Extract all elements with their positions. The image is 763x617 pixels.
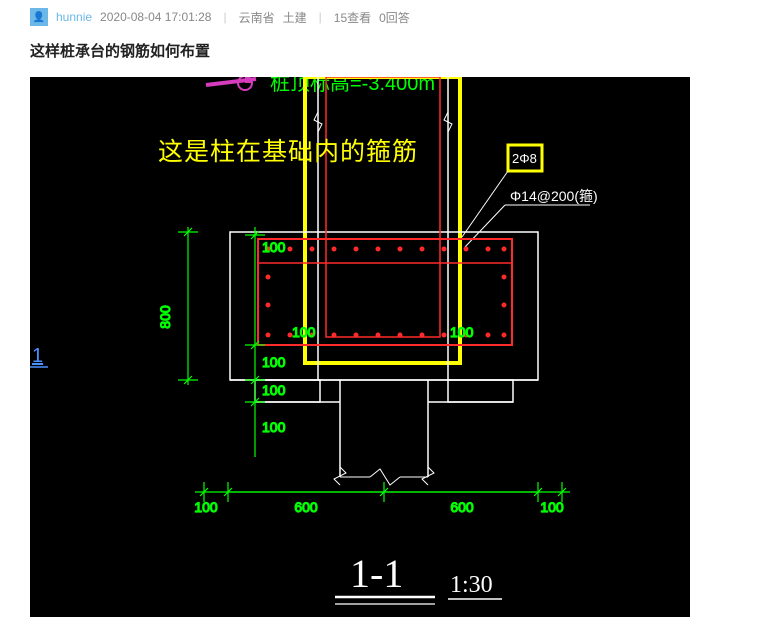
author-name[interactable]: hunnie: [56, 10, 92, 24]
svg-text:Φ14@200(箍): Φ14@200(箍): [510, 188, 598, 204]
post-time: 2020-08-04 17:01:28: [100, 10, 211, 24]
answers: 0回答: [379, 9, 410, 26]
svg-text:100: 100: [194, 499, 218, 515]
svg-text:600: 600: [450, 499, 474, 515]
post-title: 这样桩承台的钢筋如何布置: [30, 40, 763, 61]
svg-text:600: 600: [294, 499, 318, 515]
svg-text:800: 800: [157, 305, 173, 329]
svg-text:100: 100: [262, 382, 286, 398]
region: 云南省: [239, 9, 275, 26]
cad-drawing: 桩顶标高=-3.400m 2Φ8 Φ14@200(箍): [30, 77, 690, 617]
divider: |: [319, 10, 322, 24]
post-meta: 👤 hunnie 2020-08-04 17:01:28 | 云南省 土建 | …: [30, 8, 763, 26]
divider: |: [223, 10, 226, 24]
svg-text:100: 100: [262, 354, 286, 370]
svg-text:100: 100: [262, 419, 286, 435]
svg-text:1-1: 1-1: [350, 551, 403, 596]
annotation-text: 这是柱在基础内的箍筋: [158, 132, 418, 168]
category: 土建: [283, 9, 307, 26]
views: 15查看: [334, 9, 371, 26]
svg-text:1: 1: [32, 345, 43, 367]
svg-text:100: 100: [262, 239, 286, 255]
svg-text:100: 100: [540, 499, 564, 515]
avatar-icon: 👤: [30, 8, 48, 26]
svg-text:桩顶标高=-3.400m: 桩顶标高=-3.400m: [270, 77, 435, 95]
svg-text:1:30: 1:30: [450, 572, 493, 598]
svg-text:100: 100: [450, 324, 474, 340]
svg-text:100: 100: [292, 324, 316, 340]
svg-text:2Φ8: 2Φ8: [512, 151, 537, 166]
